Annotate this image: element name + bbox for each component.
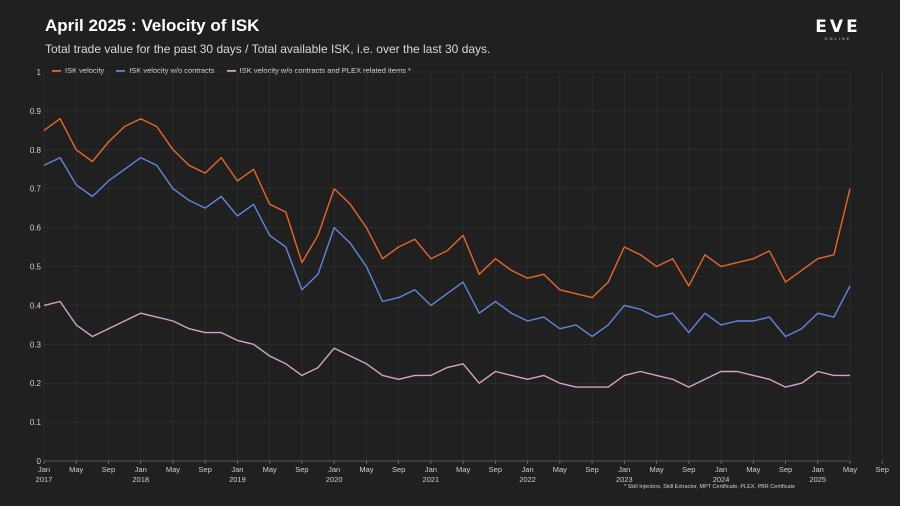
- y-tick-label: 0.2: [30, 379, 42, 388]
- x-year-label: 2020: [326, 475, 343, 484]
- x-tick-label: Sep: [876, 465, 889, 474]
- x-tick-label: Sep: [199, 465, 212, 474]
- series-line-isk-velocity: [43, 117, 851, 299]
- y-tick-label: 0.1: [30, 418, 42, 427]
- legend-swatch-orange: [52, 69, 61, 72]
- x-tick-label: May: [359, 465, 373, 474]
- x-year-label: 2025: [809, 475, 826, 484]
- x-tick-label: May: [649, 465, 663, 474]
- x-tick-label: Sep: [102, 465, 115, 474]
- x-tick-label: Jan: [522, 465, 534, 474]
- logo-mark: EVE: [815, 17, 861, 37]
- x-tick-label: Jan: [715, 465, 727, 474]
- x-tick-label: Sep: [682, 465, 695, 474]
- x-tick-label: May: [553, 465, 567, 474]
- x-tick-label: May: [69, 465, 83, 474]
- x-tick-label: Sep: [392, 465, 405, 474]
- y-tick-label: 0.4: [30, 301, 42, 310]
- logo-sub: ONLINE: [824, 36, 852, 41]
- legend-item-isk-velocity-no-plex: ISK velocity w/o contracts and PLEX rela…: [226, 66, 411, 75]
- y-tick-label: 0.9: [30, 107, 42, 116]
- legend-label: ISK velocity w/o contracts and PLEX rela…: [239, 66, 411, 75]
- legend-swatch-pink: [226, 69, 236, 72]
- y-tick-label: 1: [37, 68, 42, 77]
- series-line-isk-velocity-w-o-contracts: [43, 156, 851, 338]
- x-tick-label: Jan: [135, 465, 147, 474]
- y-tick-label: 0.3: [30, 340, 42, 349]
- x-tick-label: Sep: [779, 465, 792, 474]
- x-year-label: 2017: [36, 475, 53, 484]
- chart-title: April 2025 : Velocity of ISK: [45, 16, 260, 35]
- legend-item-isk-velocity-no-contracts: ISK velocity w/o contracts: [116, 66, 215, 75]
- y-tick-label: 0.7: [30, 185, 42, 194]
- legend-swatch-blue: [116, 69, 126, 72]
- series-line-isk-velocity-w-o-contracts-and-plex-related-items: [43, 300, 850, 388]
- x-year-label: 2024: [713, 475, 730, 484]
- x-tick-label: Jan: [618, 465, 630, 474]
- legend-label: ISK velocity: [65, 66, 105, 75]
- x-tick-label: May: [843, 465, 857, 474]
- x-year-label: 2023: [616, 475, 633, 484]
- x-tick-label: May: [166, 465, 180, 474]
- x-year-label: 2018: [132, 475, 149, 484]
- x-tick-label: Sep: [489, 465, 502, 474]
- chart-subtitle: Total trade value for the past 30 days /…: [45, 42, 491, 56]
- footnote: * Skill Injectors, Skill Extractor, MPT …: [624, 484, 796, 490]
- x-tick-label: May: [746, 465, 760, 474]
- eve-online-logo: EVE ONLINE: [812, 18, 864, 41]
- y-tick-label: 0: [37, 457, 42, 466]
- y-tick-label: 0.8: [30, 146, 42, 155]
- x-tick-label: Jan: [425, 465, 437, 474]
- y-tick-label: 0.5: [30, 263, 42, 272]
- legend: ISK velocity ISK velocity w/o contracts …: [52, 66, 411, 75]
- x-tick-label: Jan: [812, 465, 824, 474]
- x-tick-label: May: [456, 465, 470, 474]
- x-tick-label: May: [263, 465, 277, 474]
- legend-label: ISK velocity w/o contracts: [129, 66, 215, 75]
- x-tick-label: Sep: [295, 465, 308, 474]
- x-year-label: 2019: [229, 475, 246, 484]
- legend-item-isk-velocity: ISK velocity: [52, 66, 104, 75]
- x-tick-label: Jan: [231, 465, 243, 474]
- x-year-label: 2021: [423, 475, 440, 484]
- y-tick-label: 0.6: [30, 224, 42, 233]
- x-tick-label: Jan: [38, 465, 50, 474]
- x-tick-label: Sep: [585, 465, 598, 474]
- x-tick-label: Jan: [328, 465, 340, 474]
- x-year-label: 2022: [519, 475, 536, 484]
